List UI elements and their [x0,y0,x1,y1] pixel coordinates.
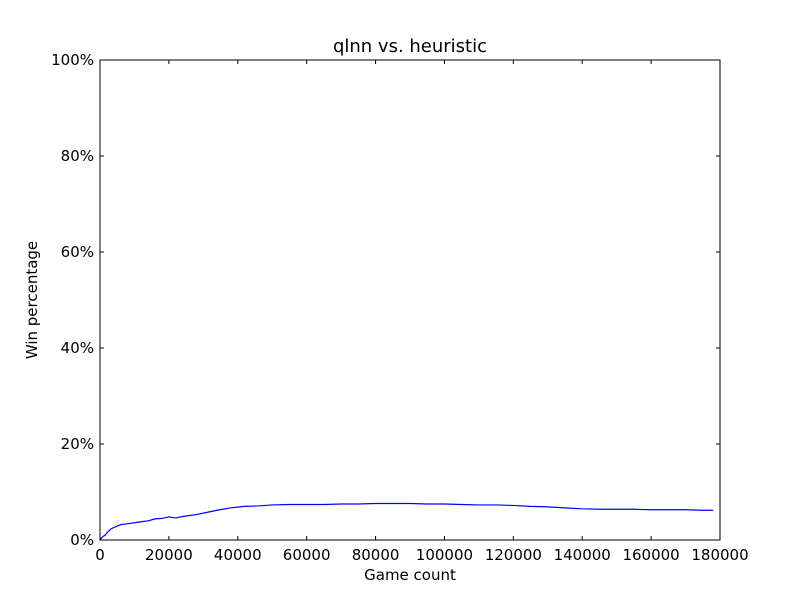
y-axis-label: Win percentage [23,241,41,359]
x-tick-label: 120000 [485,546,542,564]
y-tick-label: 60% [61,243,94,261]
y-tick-label: 100% [51,51,94,69]
x-tick-label: 100000 [416,546,473,564]
y-tick-label: 20% [61,435,94,453]
x-tick-label: 180000 [691,546,748,564]
x-axis-label: Game count [364,566,456,584]
x-tick-label: 160000 [622,546,679,564]
x-tick-label: 20000 [145,546,193,564]
chart-title: qlnn vs. heuristic [333,36,487,57]
y-tick-label: 80% [61,147,94,165]
series-line [99,502,714,541]
plot-series-layer [99,502,714,541]
x-tick-label: 40000 [214,546,262,564]
x-tick-label: 60000 [283,546,331,564]
y-tick-label: 40% [61,339,94,357]
plot-frame [99,59,721,541]
y-tick-label: 0% [70,531,94,549]
ticks-layer: 0 20000 40000 60000 80000 100000 120000 140000 1… [51,51,749,564]
x-tick-label: 140000 [554,546,611,564]
x-tick-label: 0 [95,546,105,564]
x-tick-label: 80000 [352,546,400,564]
